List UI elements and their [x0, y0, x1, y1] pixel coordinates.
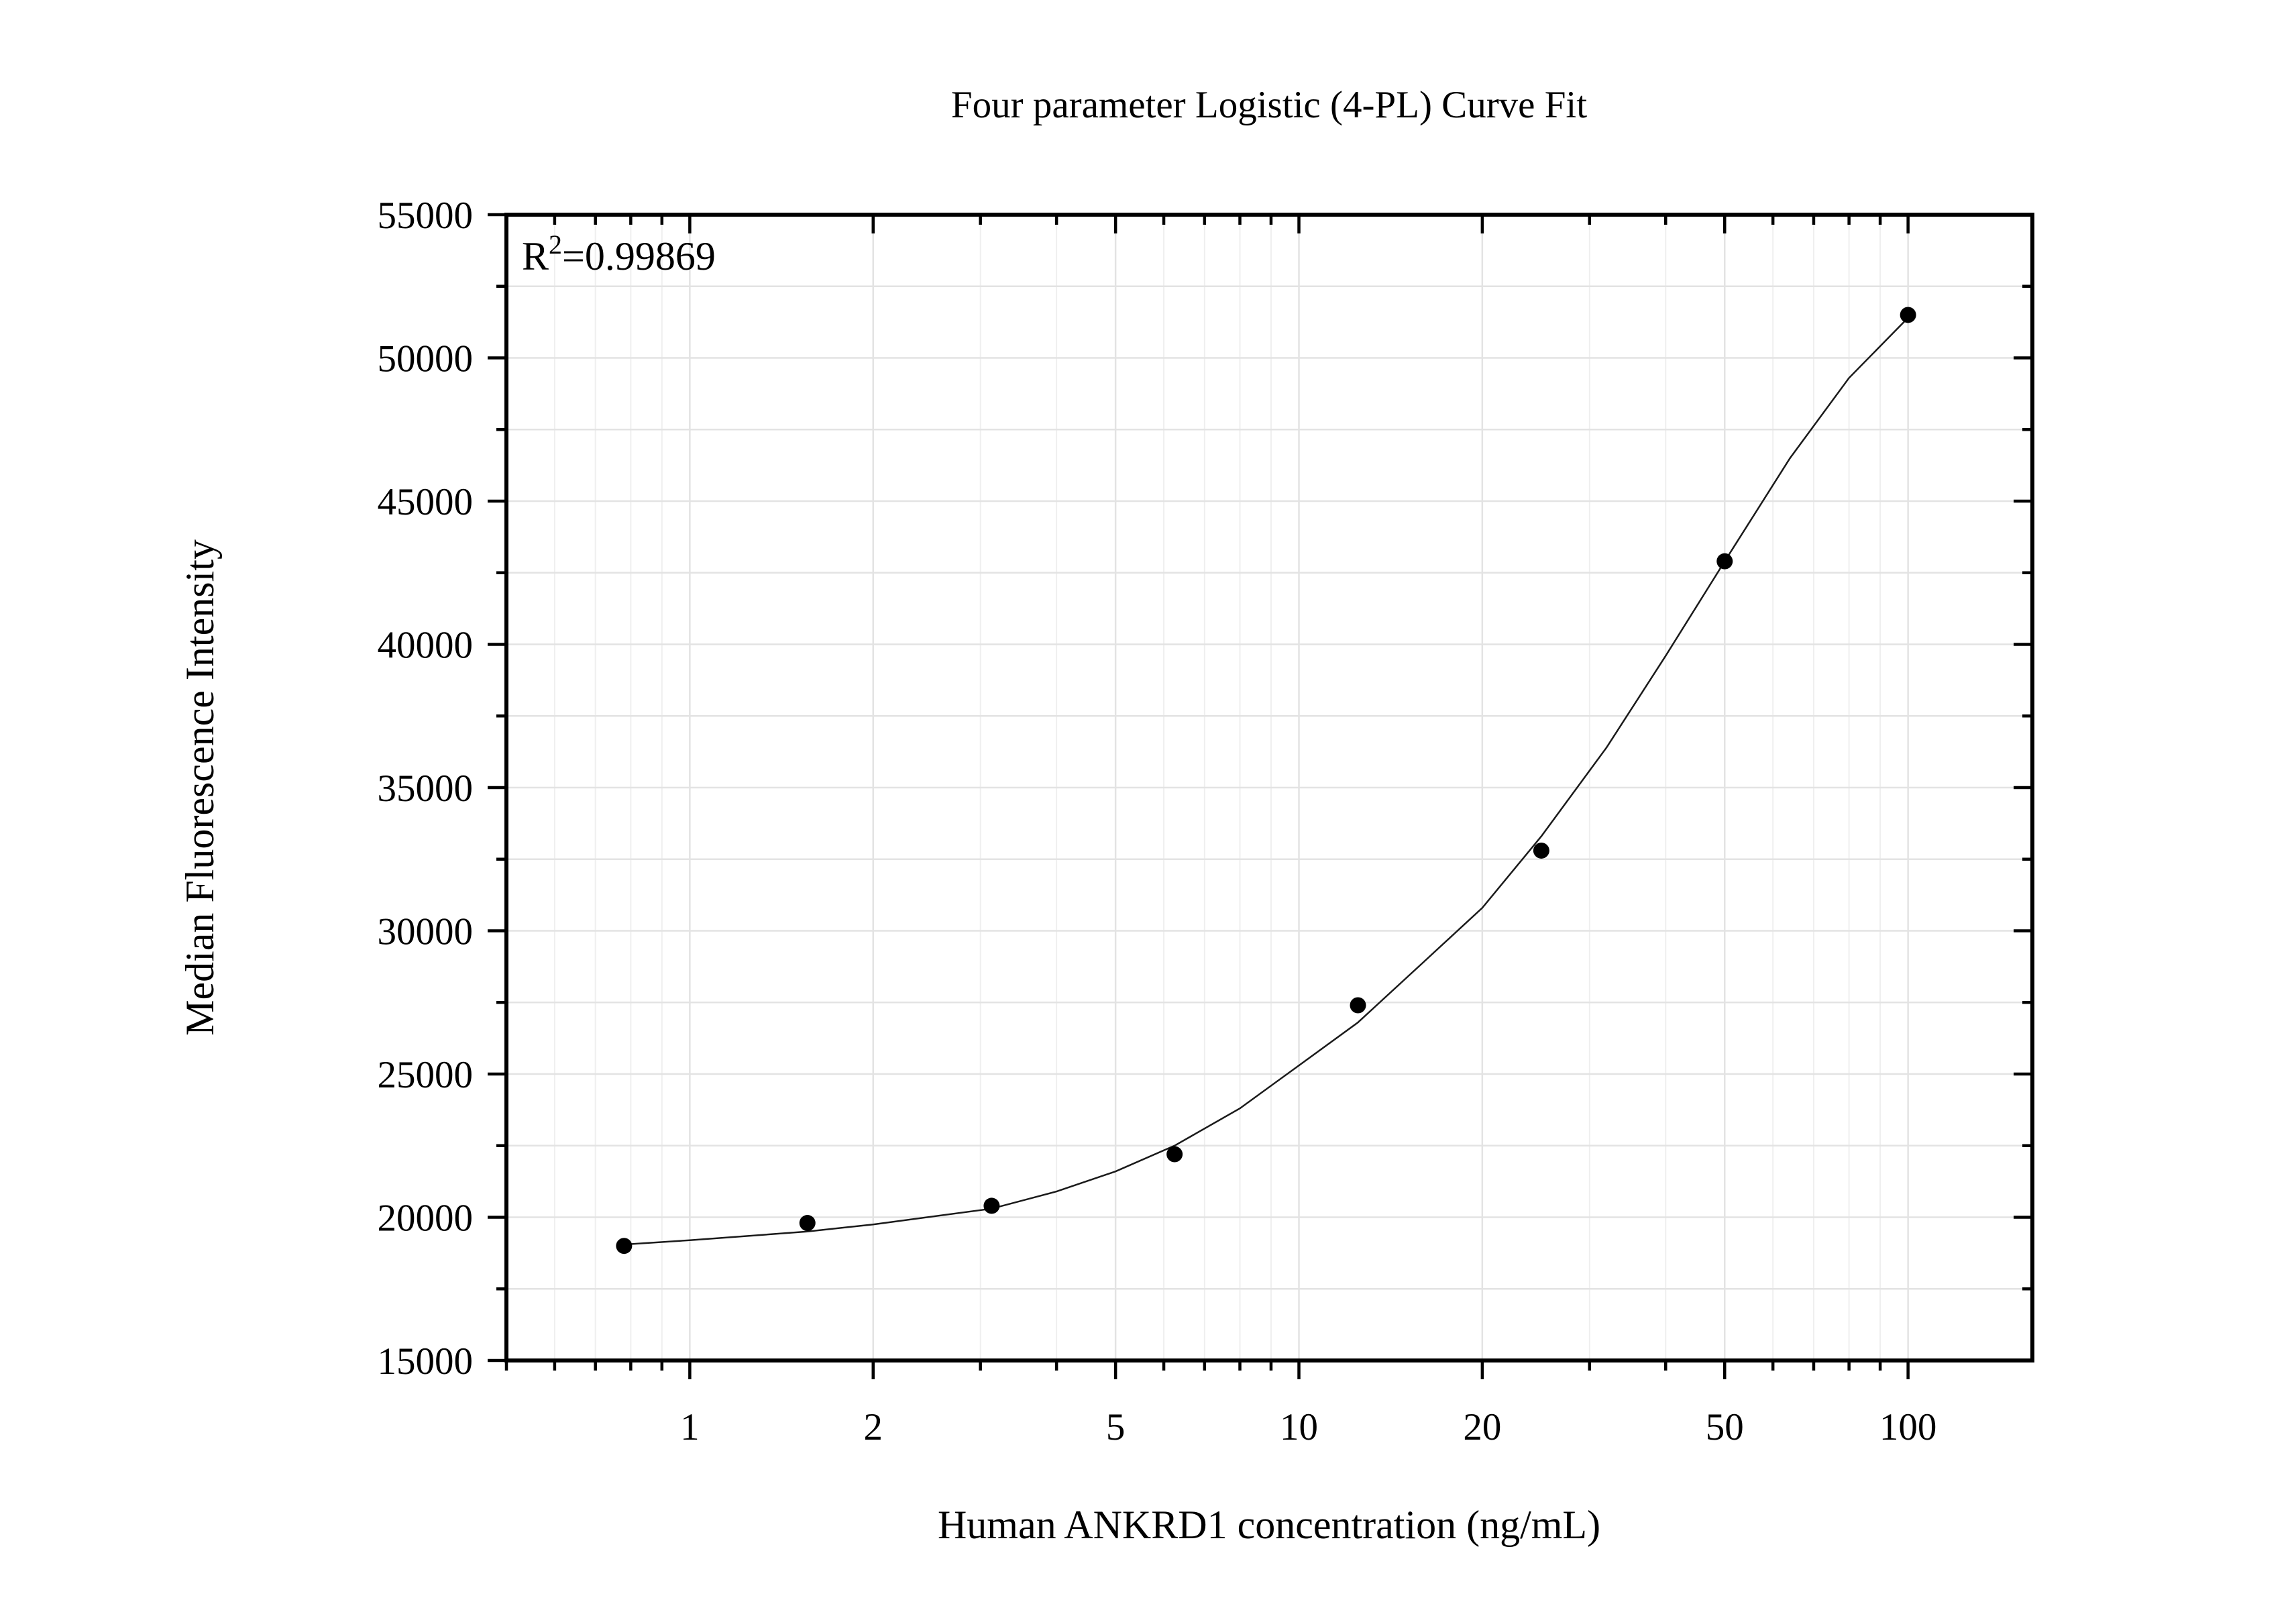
tick-labels: 1 2 5 10 20 50 100 15000 20000 25000 30000 35000 400…	[378, 195, 1937, 1448]
r-squared-superscript: 2	[549, 229, 562, 260]
x-axis-title: Human ANKRD1 concentration (ng/mL)	[938, 1503, 1600, 1547]
data-point	[1716, 553, 1733, 570]
y-tick-label: 25000	[378, 1054, 474, 1096]
axis-ticks	[488, 213, 2032, 1379]
fit-curve-layer	[624, 317, 1909, 1246]
y-tick-label: 30000	[378, 911, 474, 953]
y-tick-label: 15000	[378, 1340, 474, 1383]
x-tick-label: 10	[1280, 1406, 1318, 1448]
x-tick-label: 2	[863, 1406, 883, 1448]
y-tick-label: 55000	[378, 195, 474, 237]
data-points	[616, 307, 1916, 1254]
x-tick-label: 1	[680, 1406, 700, 1448]
data-point	[616, 1238, 633, 1254]
fit-curve	[624, 317, 1909, 1246]
x-tick-label: 5	[1106, 1406, 1126, 1448]
y-tick-label: 40000	[378, 625, 474, 667]
data-point	[1350, 997, 1366, 1014]
data-point	[1166, 1146, 1183, 1163]
y-tick-label: 45000	[378, 481, 474, 523]
r-squared-annotation: R2=0.99869	[522, 229, 716, 278]
r-squared-value: =0.99869	[562, 234, 716, 278]
y-tick-label: 50000	[378, 338, 474, 380]
data-point	[1533, 842, 1549, 859]
chart-title: Four parameter Logistic (4-PL) Curve Fit	[951, 84, 1587, 126]
x-tick-label: 50	[1706, 1406, 1744, 1448]
y-tick-label: 20000	[378, 1197, 474, 1240]
data-point	[1900, 307, 1916, 323]
x-tick-label: 20	[1463, 1406, 1501, 1448]
data-point	[799, 1215, 816, 1232]
data-point	[983, 1197, 1000, 1214]
y-axis-title: Median Fluorescence Intensity	[178, 539, 222, 1036]
r-squared-base: R	[522, 234, 549, 278]
x-tick-label: 100	[1879, 1406, 1937, 1448]
y-tick-label: 35000	[378, 767, 474, 810]
